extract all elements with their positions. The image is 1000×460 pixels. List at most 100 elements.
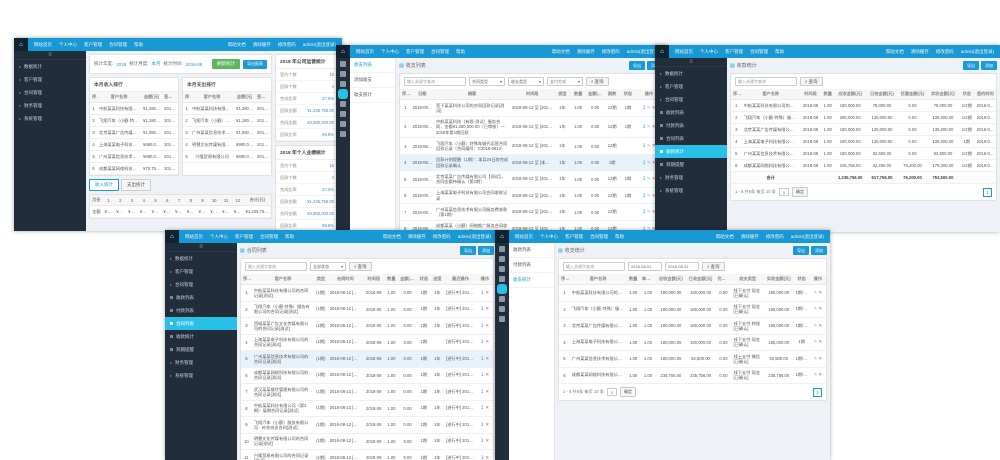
download-icon[interactable]: ↧: [642, 176, 646, 181]
delete-icon[interactable]: ✕: [818, 306, 823, 312]
nav-link-2[interactable]: 客户管理: [235, 233, 253, 239]
nav-user-link-0[interactable]: 帮助文档: [551, 48, 570, 54]
nav-link-0[interactable]: 网站首页: [34, 41, 52, 47]
corner-button-0[interactable]: 导出: [460, 246, 476, 255]
submenu-item-2[interactable]: 收支统计: [509, 273, 554, 288]
delete-icon[interactable]: ✕: [818, 339, 823, 345]
download-icon[interactable]: ↧: [480, 421, 485, 427]
sidebar-item-1[interactable]: ▸ 客户管理: [655, 80, 727, 93]
download-icon[interactable]: ↧: [480, 339, 485, 345]
export-report-button[interactable]: 导出报表: [243, 59, 267, 69]
nav-link-2[interactable]: 客户管理: [406, 48, 424, 54]
delete-icon[interactable]: ✕: [485, 405, 490, 411]
sidebar-item-8[interactable]: ▸ 财务管理: [655, 171, 727, 184]
download-icon[interactable]: ↧: [642, 123, 646, 129]
corner-button-1[interactable]: 添加: [478, 246, 494, 255]
nav-user-link-2[interactable]: 修改密码: [277, 41, 296, 47]
app-logo-icon[interactable]: ⌂: [14, 38, 28, 51]
submenu-item-1[interactable]: 添加收支: [350, 73, 395, 88]
nav-link-3[interactable]: 合同管理: [750, 48, 768, 54]
search-button[interactable]: ⌕ 查询: [702, 262, 725, 271]
nav-link-1[interactable]: 个人中心: [210, 233, 228, 239]
edit-icon[interactable]: ✎: [646, 123, 651, 129]
download-icon[interactable]: ↧: [642, 159, 646, 165]
nav-link-4[interactable]: 帮助: [134, 41, 143, 47]
page-jump-input[interactable]: 1: [778, 188, 789, 196]
download-icon[interactable]: ↧: [480, 388, 485, 394]
edit-icon[interactable]: ✎: [813, 372, 818, 378]
nav-user-link-2[interactable]: 修改密码: [935, 48, 954, 54]
nav-link-1[interactable]: 个人中心: [381, 48, 399, 54]
corner-button-0[interactable]: 导出: [629, 61, 645, 70]
page-jump-input[interactable]: 1: [606, 388, 617, 396]
download-icon[interactable]: ↧: [480, 372, 485, 378]
rail-module-icon-5[interactable]: [340, 111, 346, 117]
edit-icon[interactable]: ✎: [646, 104, 651, 110]
download-icon[interactable]: ↧: [642, 104, 646, 110]
download-icon[interactable]: ↧: [480, 306, 485, 312]
delete-icon[interactable]: ✕: [485, 355, 490, 361]
edit-icon[interactable]: ✎: [646, 176, 651, 181]
nav-link-3[interactable]: 合同管理: [260, 233, 278, 239]
rail-module-icon-6[interactable]: [499, 306, 505, 312]
date-input-0[interactable]: 2018-08-01: [628, 262, 662, 271]
download-icon[interactable]: ↧: [642, 192, 646, 198]
rail-module-icon-1[interactable]: [340, 71, 346, 77]
nav-user-link-3[interactable]: admin(退出登录): [960, 48, 994, 54]
nav-link-4[interactable]: 帮助: [615, 233, 624, 239]
edit-icon[interactable]: ✎: [813, 355, 818, 361]
search-button[interactable]: ⌕ 查询: [800, 77, 823, 86]
nav-link-0[interactable]: 网站首页: [356, 48, 374, 54]
submenu-item-1[interactable]: 付款列表: [509, 258, 554, 273]
submenu-item-0[interactable]: 收支列表: [350, 58, 395, 73]
download-icon[interactable]: ↧: [480, 438, 485, 444]
filter-select-1[interactable]: 收支类型 ▾: [508, 77, 544, 86]
refresh-stats-button[interactable]: 刷新统计: [212, 59, 240, 69]
nav-link-4[interactable]: 帮助: [285, 233, 294, 239]
rail-module-icon-3[interactable]: [499, 276, 505, 282]
nav-link-1[interactable]: 个人中心: [540, 233, 558, 239]
nav-user-link-3[interactable]: admin(退出登录): [457, 233, 491, 239]
sidebar-item-3[interactable]: 收款列表: [655, 106, 727, 119]
delete-icon[interactable]: ✕: [485, 454, 490, 460]
delete-icon[interactable]: ✕: [818, 322, 823, 328]
delete-icon[interactable]: ✕: [485, 438, 490, 444]
nav-link-4[interactable]: 帮助: [775, 48, 784, 54]
search-button[interactable]: ⌕ 查询: [586, 77, 609, 86]
filter-select-2[interactable]: 支付方式 ▾: [547, 77, 583, 86]
edit-icon[interactable]: ✎: [646, 159, 651, 165]
nav-user-link-0[interactable]: 帮助文档: [885, 48, 904, 54]
nav-link-2[interactable]: 客户管理: [84, 41, 102, 47]
sidebar-item-1[interactable]: ▸ 客户管理: [14, 73, 86, 86]
nav-user-link-3[interactable]: admin(退出登录): [790, 233, 824, 239]
search-button[interactable]: ⌕ 查询: [349, 262, 372, 271]
filter-select-0[interactable]: 合同类型 ▾: [469, 77, 505, 86]
sidebar-item-3[interactable]: 收款列表: [165, 291, 237, 304]
nav-link-0[interactable]: 网站首页: [675, 48, 693, 54]
tab-支出统计[interactable]: 支出统计: [121, 179, 151, 191]
nav-link-3[interactable]: 合同管理: [109, 41, 127, 47]
nav-user-link-2[interactable]: 修改密码: [432, 233, 451, 239]
sidebar-item-0[interactable]: ▸ 数据统计: [165, 252, 237, 265]
nav-user-link-1[interactable]: 清除缓存: [910, 48, 929, 54]
rail-module-icon-7[interactable]: [340, 131, 346, 137]
sidebar-item-2[interactable]: ▸ 合同管理: [655, 93, 727, 106]
nav-user-link-3[interactable]: admin(退出登录): [626, 48, 660, 54]
edit-icon[interactable]: ✎: [646, 192, 651, 198]
nav-user-link-0[interactable]: 帮助文档: [715, 233, 734, 239]
submenu-item-2[interactable]: 收支统计: [350, 88, 395, 103]
page-number-button[interactable]: 1: [813, 387, 822, 397]
sidebar-item-7[interactable]: 到期提醒: [165, 343, 237, 356]
sidebar-item-2[interactable]: ▸ 合同管理: [165, 278, 237, 291]
download-icon[interactable]: ↧: [642, 143, 646, 148]
sidebar-collapse-icon[interactable]: ≡: [14, 51, 86, 60]
filter-select-0[interactable]: 全部状态 ▾: [310, 262, 346, 271]
rail-module-icon-5[interactable]: [499, 296, 505, 302]
edit-icon[interactable]: ✎: [646, 143, 651, 148]
sidebar-item-0[interactable]: ▸ 数据统计: [655, 67, 727, 80]
delete-icon[interactable]: ✕: [485, 388, 490, 394]
sidebar-item-4[interactable]: ▸ 系统管理: [14, 112, 86, 125]
rail-module-icon-7[interactable]: [499, 316, 505, 322]
tab-收入统计[interactable]: 收入统计: [89, 179, 119, 191]
app-logo-icon[interactable]: ⌂: [336, 45, 350, 58]
